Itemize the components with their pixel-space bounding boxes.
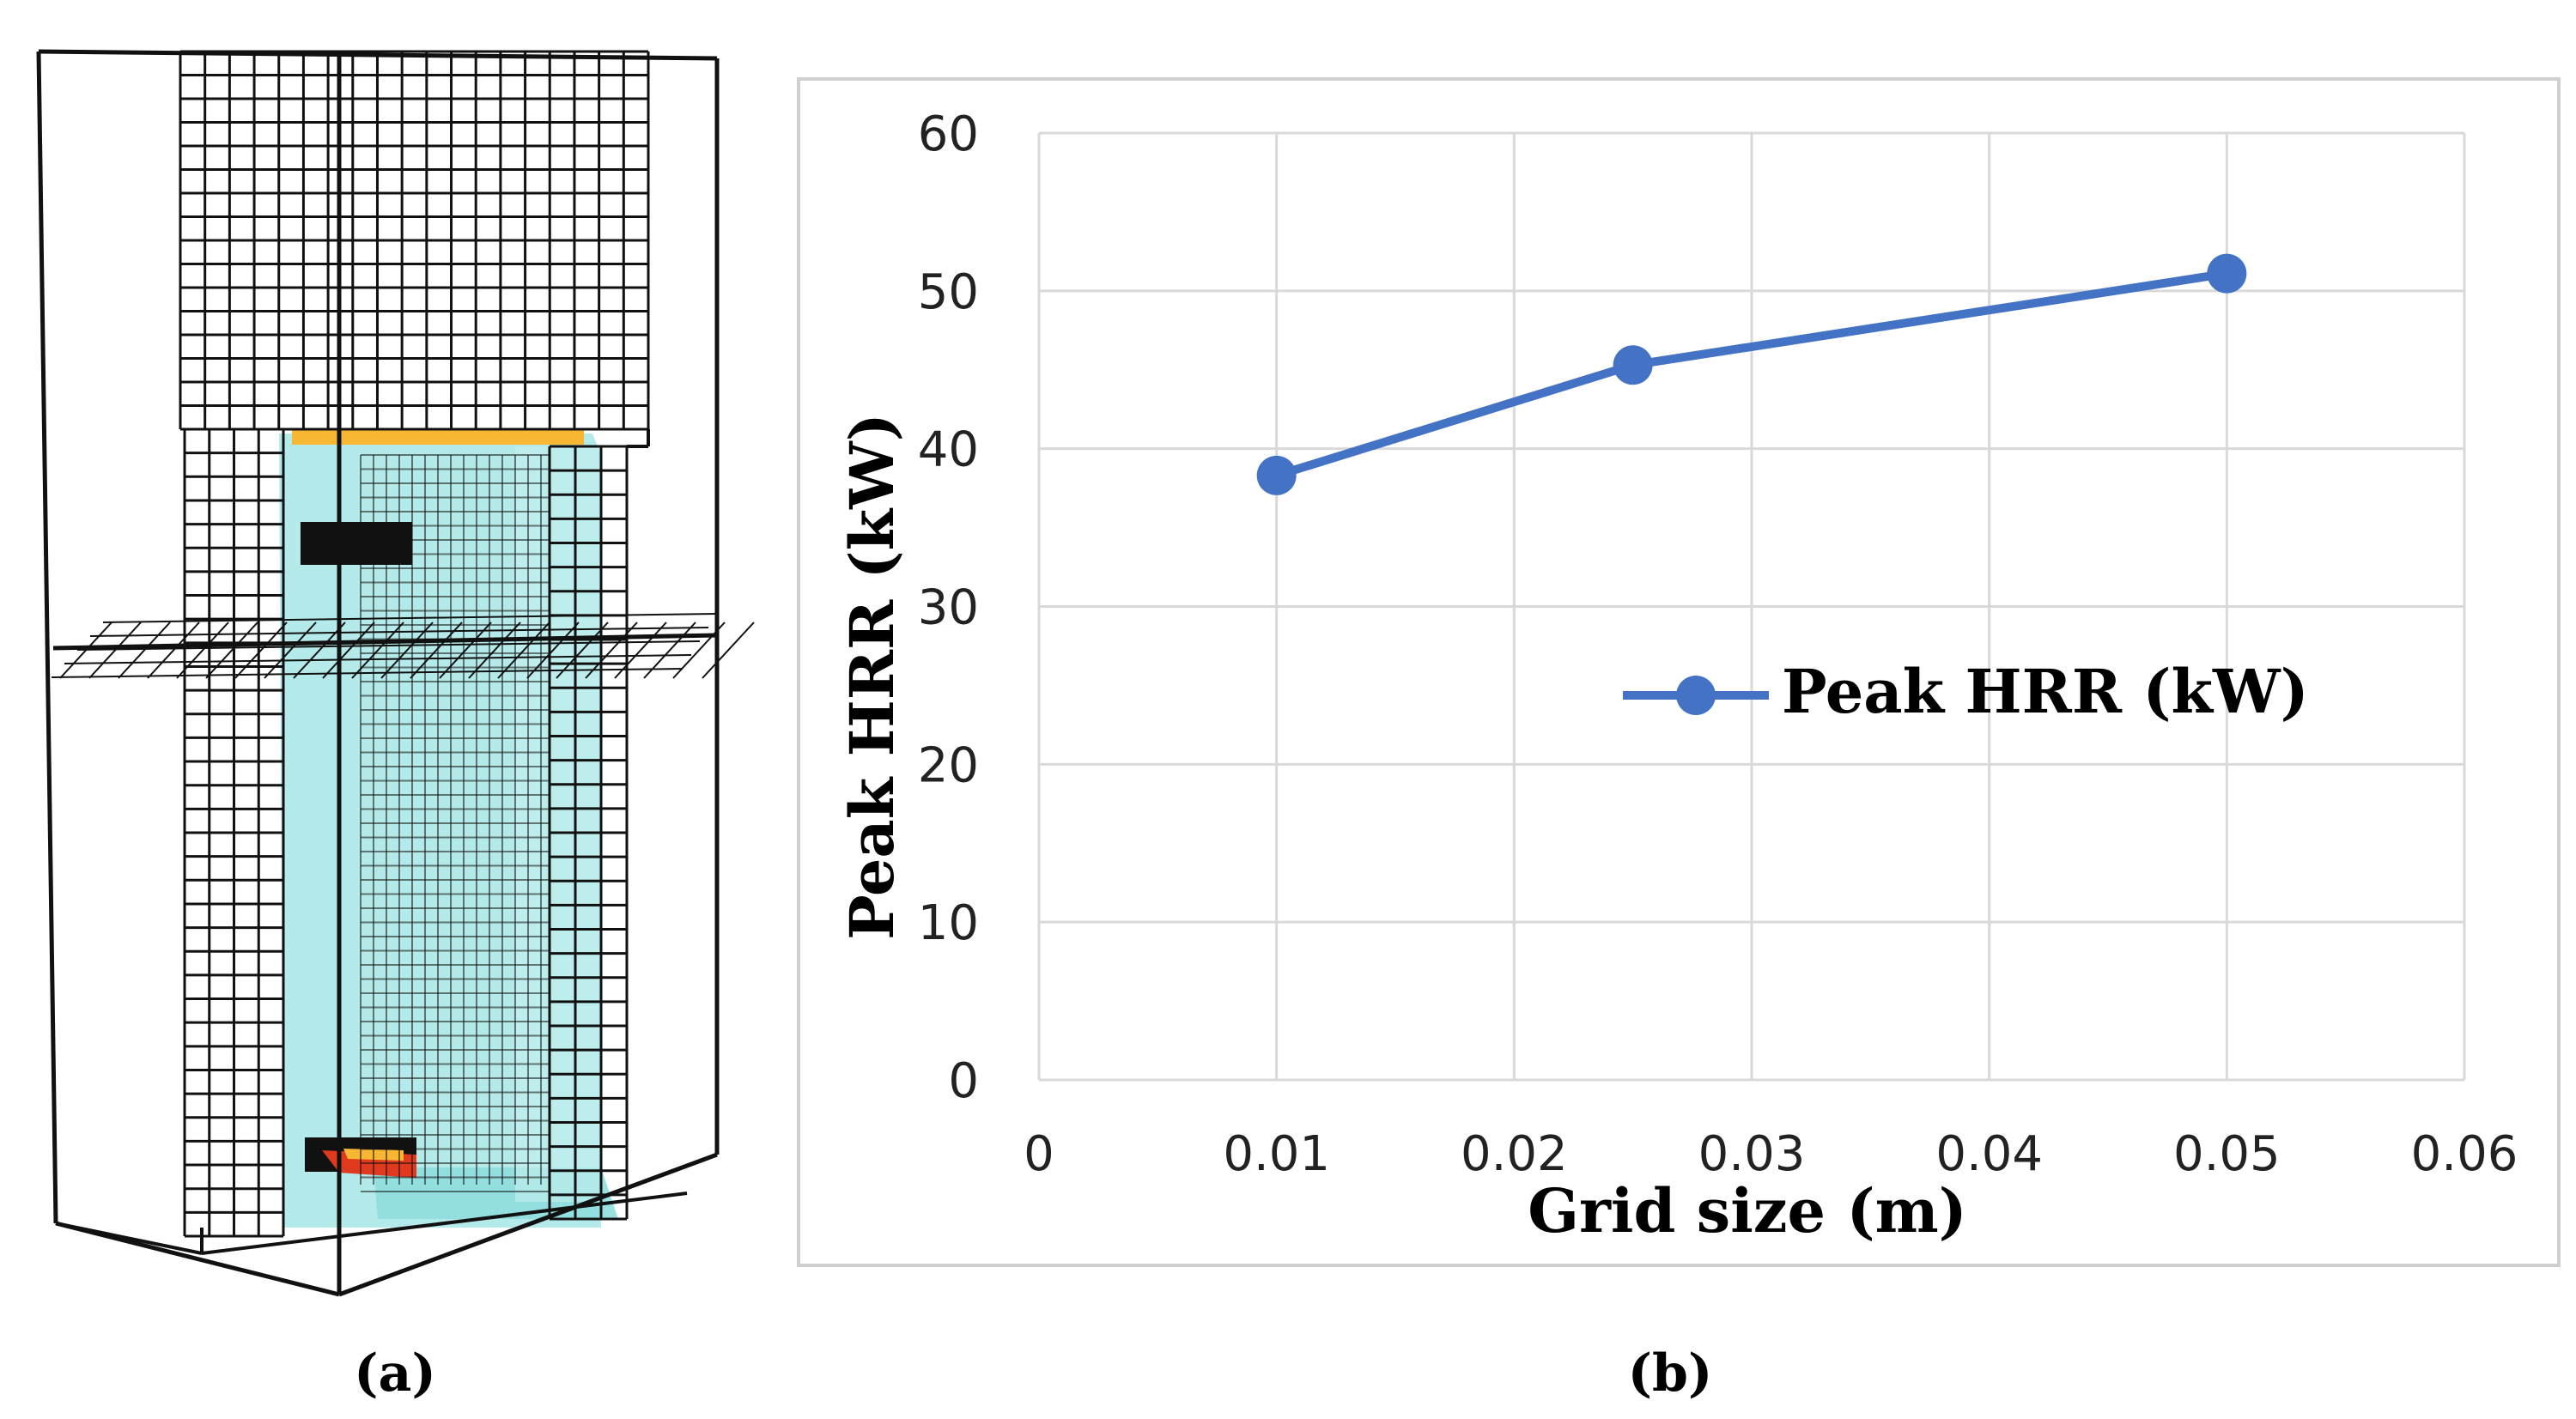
mesh-line	[439, 622, 492, 679]
mesh-line	[556, 622, 609, 679]
legend-marker-swatch	[1676, 676, 1716, 715]
x-tick-label: 0	[1024, 1126, 1054, 1182]
series-points	[1256, 253, 2247, 495]
y-tick-label: 10	[918, 895, 979, 951]
y-tick-label: 50	[918, 264, 979, 320]
mesh-line	[201, 1192, 688, 1255]
mesh-line	[585, 622, 638, 679]
mesh-model-illustration: (a)	[36, 49, 755, 1404]
mesh-line	[76, 640, 701, 651]
fire-source-upper	[292, 429, 584, 565]
mesh-line	[55, 1222, 203, 1255]
mesh-line	[338, 1152, 718, 1297]
mesh-line	[55, 1221, 340, 1297]
legend: Peak HRR (kW)	[1623, 656, 2309, 727]
x-tick-label: 0.02	[1461, 1126, 1568, 1182]
x-tick-label: 0.03	[1698, 1126, 1806, 1182]
mesh-line	[88, 622, 142, 679]
caption-b: (b)	[1628, 1343, 1713, 1404]
data-point	[2207, 253, 2247, 294]
y-tick-label: 0	[948, 1053, 979, 1109]
x-axis-title: Grid size (m)	[1528, 1175, 1967, 1246]
mesh-line	[176, 622, 229, 679]
y-axis-title: Peak HRR (kW)	[836, 413, 908, 940]
y-tick-label: 40	[918, 422, 979, 478]
x-tick-label: 0.06	[2411, 1126, 2518, 1182]
mesh-line	[293, 622, 346, 679]
x-tick-label: 0.04	[1935, 1126, 2043, 1182]
data-point	[1256, 455, 1297, 495]
mesh-line	[36, 51, 58, 1224]
x-tick-label: 0.01	[1223, 1126, 1330, 1182]
mesh-grid-lines	[36, 49, 755, 1297]
gridlines	[1037, 131, 2466, 1082]
y-tick-labels: 0 10 20 30 40 50 60	[918, 106, 979, 1109]
mesh-line	[51, 668, 683, 678]
mesh-line	[264, 622, 317, 679]
caption-a: (a)	[354, 1343, 436, 1404]
legend-label: Peak HRR (kW)	[1782, 656, 2309, 727]
x-tick-labels: 0 0.01 0.02 0.03 0.04 0.05 0.06	[1024, 1126, 2518, 1182]
mesh-line	[64, 654, 692, 664]
x-tick-label: 0.05	[2173, 1126, 2281, 1182]
mesh-line	[118, 622, 171, 679]
mesh-line	[147, 622, 200, 679]
mesh-line	[102, 613, 718, 623]
mesh-line	[205, 622, 258, 679]
y-tick-label: 30	[918, 580, 979, 636]
y-tick-label: 60	[918, 106, 979, 162]
mesh-line	[526, 622, 580, 679]
data-point	[1613, 345, 1653, 385]
chart-frame	[797, 77, 2561, 1267]
mesh-line	[234, 622, 288, 679]
mesh-line	[702, 622, 755, 679]
y-tick-label: 20	[918, 737, 979, 793]
